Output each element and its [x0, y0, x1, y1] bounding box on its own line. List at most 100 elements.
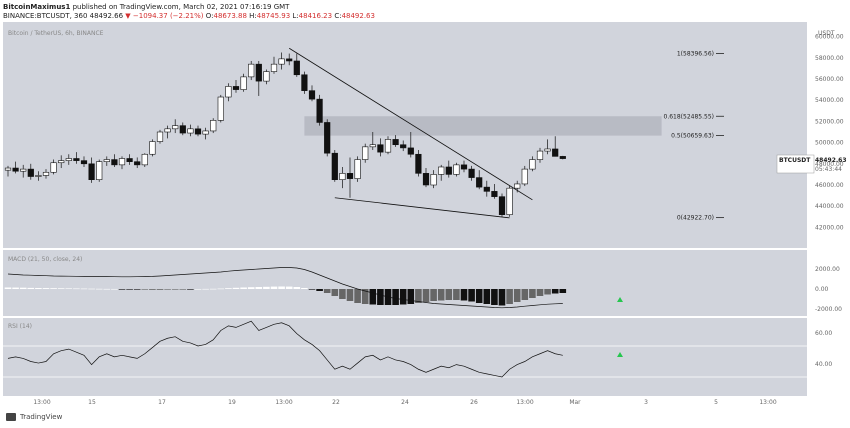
y-tick-main: 54000.00	[815, 97, 844, 104]
candle-body	[339, 173, 346, 180]
macd-bar	[506, 289, 513, 304]
candle-body	[498, 196, 506, 215]
trendline-lower[interactable]	[334, 197, 510, 219]
candle-body	[149, 141, 156, 155]
y-tick-main: 58000.00	[815, 55, 844, 62]
rsi-signal-arrow-icon	[617, 352, 623, 357]
candle-body	[445, 166, 452, 175]
macd-bar	[551, 289, 559, 294]
footer: TradingView	[6, 413, 62, 421]
published-text: published on TradingView.com, March 02, …	[72, 3, 290, 11]
macd-bar	[513, 289, 521, 302]
candle-body	[468, 168, 475, 178]
macd-bar	[133, 289, 141, 290]
candle-body	[453, 164, 460, 175]
candle-body	[20, 168, 27, 172]
macd-bar	[263, 286, 270, 289]
macd-bar	[126, 289, 133, 290]
candle-body	[460, 164, 468, 170]
y-tick-main: 44000.00	[815, 203, 844, 210]
macd-bar	[453, 289, 460, 300]
candle-body	[362, 146, 369, 160]
candle-body	[278, 58, 285, 65]
resistance-zone	[304, 116, 662, 136]
candle-body	[126, 158, 133, 162]
candle-body	[369, 144, 376, 148]
macd-bar	[73, 288, 80, 290]
candle-body	[308, 90, 316, 100]
y-tick-main: 56000.00	[815, 76, 844, 83]
macd-bar	[445, 289, 453, 300]
candle-body	[324, 122, 331, 154]
x-tick: 24	[401, 399, 409, 406]
candle-body	[111, 159, 118, 166]
macd-bar	[187, 289, 194, 290]
macd-bar	[240, 287, 247, 289]
candle-body	[187, 128, 194, 134]
trendlines-layer	[288, 47, 533, 219]
macd-bar	[392, 289, 399, 305]
candle-body	[514, 183, 521, 189]
candle-body	[392, 139, 399, 146]
candle-body	[377, 144, 384, 153]
y-axis-rsi: 60.00 40.00	[815, 330, 832, 368]
candle-body	[506, 187, 513, 215]
candle-body	[415, 153, 422, 174]
macd-bar	[179, 289, 187, 290]
candle-body	[172, 125, 179, 130]
macd-bar	[270, 286, 278, 289]
x-tick: 22	[332, 399, 340, 406]
tradingview-logo-icon[interactable]	[6, 413, 16, 421]
x-tick: 5	[714, 399, 718, 406]
candle-body	[346, 173, 354, 179]
macd-bar	[255, 287, 263, 289]
candle-body	[430, 174, 437, 186]
publisher-name[interactable]: BitcoinMaximus1	[3, 3, 71, 11]
macd-bar	[285, 286, 293, 289]
x-tick: 13:00	[759, 399, 776, 406]
candle-body	[476, 177, 483, 188]
y-tick-macd: 2000.00	[815, 266, 840, 273]
footer-brand[interactable]: TradingView	[20, 413, 63, 421]
y-axis-macd: 2000.00 0.00 -2000.00	[815, 266, 842, 313]
macd-bar	[156, 289, 164, 290]
fib-label: 1(58396.56)	[677, 51, 714, 58]
macd-title: MACD (21, 50, close, 24)	[8, 256, 82, 263]
candle-body	[42, 171, 50, 176]
symbol-label: BINANCE:BTCUSDT, 360	[3, 12, 88, 20]
macd-bar	[232, 287, 240, 289]
down-arrow-icon: ▼	[125, 12, 131, 20]
fib-label: 0.5(50659.63)	[671, 133, 714, 140]
macd-bar	[529, 289, 536, 298]
candle-body	[544, 148, 551, 152]
y-tick-main: 42000.00	[815, 224, 844, 231]
price-tag-value: 48492.63	[815, 157, 847, 164]
candle-body	[210, 120, 217, 132]
candle-body	[422, 173, 430, 186]
x-tick: 15	[88, 399, 96, 406]
candle-body	[65, 158, 72, 161]
macd-bar	[141, 289, 149, 290]
macd-bar	[35, 288, 42, 289]
macd-bar	[202, 288, 209, 290]
candle-body	[483, 186, 490, 192]
macd-bar	[475, 289, 483, 303]
rsi-pane[interactable]	[3, 318, 807, 396]
candle-body	[202, 130, 209, 135]
candle-body	[407, 147, 414, 155]
macd-bar	[498, 289, 506, 306]
macd-bar	[111, 288, 118, 290]
y-tick-macd: 0.00	[815, 286, 829, 293]
macd-pane[interactable]	[3, 250, 807, 316]
trendline-upper[interactable]	[288, 47, 533, 201]
candle-body	[529, 159, 536, 170]
open-label: O:	[205, 12, 214, 20]
macd-bar	[65, 288, 73, 289]
candle-body	[27, 168, 34, 177]
macd-bar	[339, 289, 346, 299]
candle-body	[316, 98, 323, 123]
macd-bar	[422, 289, 430, 302]
macd-bar	[118, 289, 126, 290]
candle-body	[96, 161, 103, 180]
